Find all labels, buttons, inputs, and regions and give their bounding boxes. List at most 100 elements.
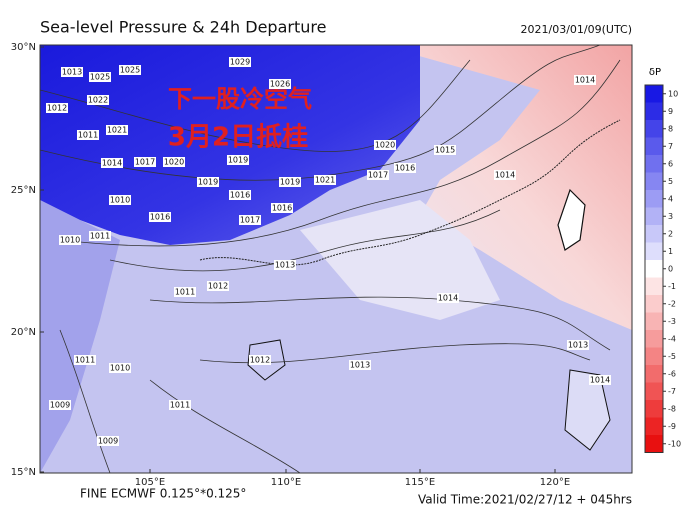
contour-label-bg	[49, 400, 71, 410]
contour-label: 1016	[150, 213, 170, 222]
lon-label: 105°E	[135, 477, 165, 488]
contour-label-bg	[434, 145, 456, 155]
colorbar-swatch	[645, 417, 663, 435]
contour-label: 1016	[272, 204, 292, 213]
colorbar-swatch	[645, 242, 663, 260]
lon-label: 115°E	[405, 477, 435, 488]
contour-label-bg	[77, 130, 99, 140]
contour-label-bg	[46, 103, 68, 113]
contour-label: 1017	[368, 171, 388, 180]
coastline	[199, 119, 621, 266]
title: Sea-level Pressure & 24h Departure	[40, 18, 326, 37]
contour-label: 1022	[88, 96, 108, 105]
contour-label: 1011	[90, 232, 110, 241]
colorbar-tick-label: -7	[668, 387, 676, 396]
contour-label-bg	[574, 75, 596, 85]
footer-right: Valid Time:2021/02/27/12 + 045hrs	[418, 493, 632, 507]
colorbar-tick-label: 2	[668, 229, 673, 238]
colorbar-swatch	[645, 85, 663, 103]
colorbar-label: δP	[649, 67, 661, 78]
colorbar-swatch	[645, 435, 663, 453]
contour-label-bg	[394, 163, 416, 173]
lon-label: 110°E	[271, 477, 301, 488]
contour-label: 1020	[375, 141, 395, 150]
positive-field	[380, 45, 632, 330]
colorbar-tick-label: -5	[668, 352, 676, 361]
contour-label: 1010	[110, 364, 130, 373]
colorbar-tick-label: 6	[668, 159, 673, 168]
contour-label-bg	[367, 170, 389, 180]
contour-label-bg	[101, 158, 123, 168]
contour-label: 1025	[120, 66, 140, 75]
colorbar-swatch	[645, 347, 663, 365]
colorbar-swatch	[645, 312, 663, 330]
contour-label: 1011	[175, 288, 195, 297]
contour-label-bg	[207, 281, 229, 291]
contour-label-bg	[109, 363, 131, 373]
colorbar-tick-label: -3	[668, 317, 676, 326]
contour-label: 1019	[228, 156, 248, 165]
contour-label-bg	[279, 177, 301, 187]
island	[557, 188, 586, 251]
colorbar-tick-label: -2	[668, 299, 676, 308]
contour-label-bg	[61, 67, 83, 77]
contour-label-bg	[437, 293, 459, 303]
colorbar-swatch	[645, 190, 663, 208]
contour-label-bg	[249, 355, 271, 365]
colorbar-swatch	[645, 155, 663, 173]
contour-label-bg	[89, 231, 111, 241]
negative-field	[40, 45, 420, 245]
contour-label: 1014	[590, 376, 610, 385]
colorbar-tick-label: 10	[668, 89, 678, 98]
contour-label-bg	[163, 157, 185, 167]
contour-label-bg	[239, 215, 261, 225]
lon-label: 120°E	[540, 477, 570, 488]
colorbar-tick-label: 3	[668, 212, 673, 221]
contour-label: 1011	[75, 356, 95, 365]
isobars	[40, 45, 621, 473]
contour-label-bg	[87, 95, 109, 105]
contour-label-bg	[74, 355, 96, 365]
colorbar-swatch	[645, 102, 663, 120]
colorbar-tick-label: -10	[668, 439, 681, 448]
contour-label-bg	[169, 400, 191, 410]
contour-label-bg	[229, 190, 251, 200]
colorbar-tick-label: 4	[668, 194, 673, 203]
contour-label: 1013	[275, 261, 295, 270]
annotation: 3月2日抵桂	[168, 123, 308, 153]
contour-label: 1021	[315, 176, 335, 185]
contour-label: 1015	[435, 146, 455, 155]
colorbar-tick-label: 8	[668, 124, 673, 133]
contour-label: 1013	[62, 68, 82, 77]
contour-label-bg	[134, 157, 156, 167]
contour-label-bg	[174, 287, 196, 297]
contour-label: 1021	[107, 126, 127, 135]
colorbar-tick-label: -9	[668, 422, 676, 431]
contour-label-bg	[269, 79, 291, 89]
contour-label: 1016	[395, 164, 415, 173]
colorbar-swatch	[645, 137, 663, 155]
contour-label: 1019	[198, 178, 218, 187]
contour-label-bg	[274, 260, 296, 270]
datetime: 2021/03/01/09(UTC)	[521, 23, 633, 36]
colorbar-swatch	[645, 382, 663, 400]
contour-label: 1009	[50, 401, 70, 410]
contour-label: 1019	[280, 178, 300, 187]
contour-label: 1012	[208, 282, 228, 291]
contour-label: 1014	[438, 294, 458, 303]
colorbar-swatch	[645, 400, 663, 418]
contour-label: 1025	[90, 73, 110, 82]
contour-label: 1014	[495, 171, 515, 180]
colorbar-swatch	[645, 365, 663, 383]
contour-label-bg	[349, 360, 371, 370]
map-frame	[39, 44, 633, 474]
contour-label: 1014	[102, 159, 122, 168]
contour-label-bg	[494, 170, 516, 180]
contour-label-bg	[589, 375, 611, 385]
contour-label: 1016	[230, 191, 250, 200]
contour-label-bg	[567, 340, 589, 350]
contour-label: 1010	[60, 236, 80, 245]
colorbar-swatch	[645, 330, 663, 348]
footer-left: FINE ECMWF 0.125°*0.125°	[80, 487, 246, 501]
